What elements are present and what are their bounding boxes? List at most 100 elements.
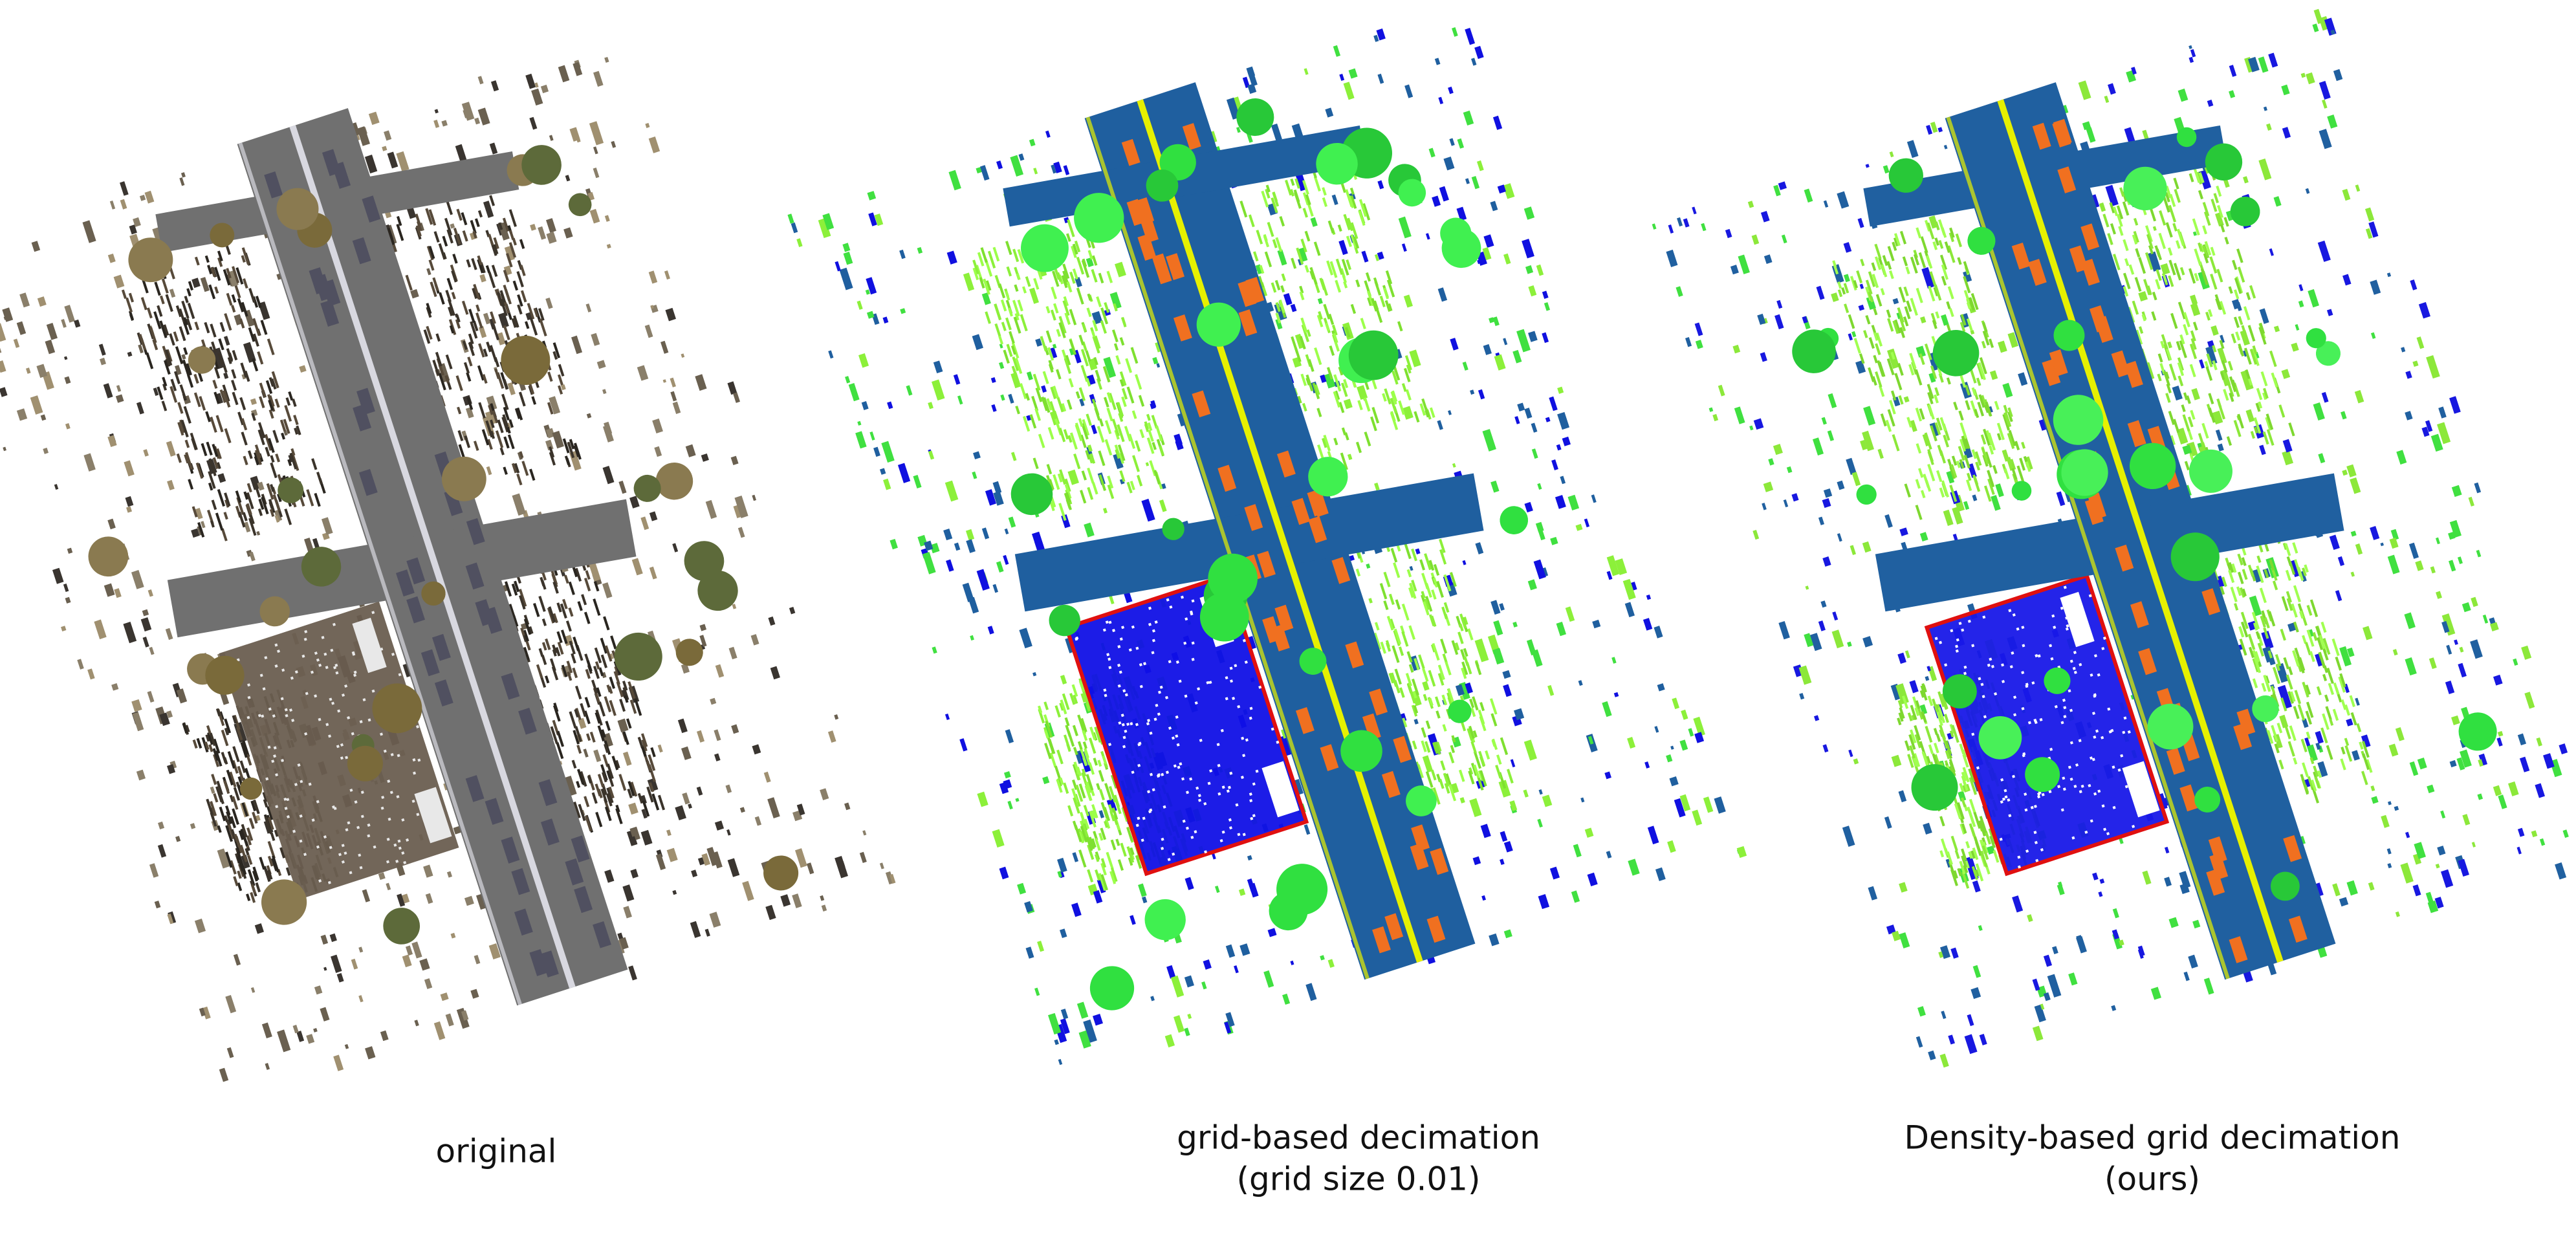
vegetation-point [270, 378, 277, 390]
vegetation-point [179, 384, 187, 400]
vegetation-point [266, 483, 274, 500]
vegetation-point [1061, 275, 1068, 289]
vegetation-point [162, 377, 168, 387]
tree [684, 541, 725, 581]
vegetation-point [1041, 396, 1049, 411]
vegetation-point [1239, 201, 1248, 218]
point [387, 151, 398, 169]
point [1822, 556, 1831, 567]
point [2425, 891, 2434, 905]
point [453, 825, 461, 835]
vegetation-point [1305, 194, 1311, 206]
point [2478, 753, 2488, 766]
tree [188, 346, 216, 374]
car [1126, 199, 1146, 226]
vegetation-point [1360, 318, 1366, 329]
point [1492, 115, 1503, 130]
vegetation-point [265, 446, 270, 457]
vegetation-point [497, 419, 504, 433]
lot-point [359, 866, 363, 869]
vegetation-point [457, 406, 462, 415]
point [507, 382, 516, 395]
point [1805, 585, 1809, 590]
point [1753, 418, 1764, 430]
point [2047, 974, 2062, 998]
lot-point [1122, 736, 1126, 739]
vegetation-point [1411, 705, 1418, 717]
vegetation-point [1468, 771, 1475, 785]
point [2508, 781, 2519, 796]
vegetation-point [1302, 208, 1309, 218]
vegetation-point [1446, 692, 1454, 706]
point [1201, 981, 1207, 990]
point [1050, 347, 1058, 358]
vegetation-point [1913, 254, 1920, 266]
vegetation-point [1886, 358, 1895, 376]
lot-point [291, 719, 295, 723]
point [2361, 734, 2371, 748]
point [1448, 86, 1454, 94]
vegetation-point [1100, 307, 1109, 325]
point [331, 954, 342, 973]
vegetation-point [1073, 761, 1080, 775]
vegetation-point [1897, 307, 1905, 323]
car [1308, 516, 1327, 543]
vegetation-point [1860, 259, 1865, 267]
vegetation-point [1086, 413, 1092, 426]
vegetation-point [224, 815, 229, 823]
point [2266, 123, 2272, 131]
car [593, 921, 611, 948]
lot-point [380, 732, 384, 736]
point [1500, 831, 1508, 842]
vegetation-point [1992, 465, 1998, 474]
vegetation-point [556, 730, 565, 747]
vegetation-point [1299, 285, 1304, 294]
lot-point [277, 650, 281, 653]
vegetation-point [2002, 413, 2011, 431]
vegetation-point [511, 583, 518, 596]
point [752, 744, 761, 755]
vegetation-point [292, 399, 297, 407]
point [670, 377, 676, 388]
point [2315, 653, 2324, 667]
vegetation-point [1289, 189, 1295, 197]
vegetation-point [1401, 631, 1409, 647]
vegetation-point [196, 738, 202, 749]
point [1343, 399, 1353, 410]
car [1137, 234, 1157, 261]
point [396, 151, 409, 172]
point [2152, 226, 2157, 231]
point [456, 1007, 470, 1029]
vegetation-point [1432, 741, 1439, 754]
vegetation-point [1365, 272, 1371, 282]
point [887, 401, 893, 410]
point [2477, 793, 2483, 800]
vegetation-point [584, 796, 590, 807]
vegetation-point [426, 325, 433, 340]
point [2189, 45, 2192, 49]
vegetation-point [1302, 180, 1309, 195]
point [2434, 897, 2444, 909]
vegetation-point [477, 210, 483, 218]
lot-point [1250, 816, 1254, 820]
vegetation-point [1401, 383, 1407, 392]
vegetation-point [1432, 642, 1440, 661]
vegetation-point [180, 419, 189, 438]
point [1781, 234, 1787, 244]
vegetation-point [446, 201, 453, 215]
point [2412, 853, 2422, 865]
lot-point [1147, 719, 1151, 723]
point [1892, 930, 1901, 941]
lot-point [310, 670, 314, 674]
point [1053, 161, 1062, 173]
vegetation-point [1063, 734, 1071, 750]
point [423, 864, 433, 878]
lot-point [1276, 740, 1280, 744]
vegetation-point [1406, 651, 1413, 663]
lot-point [345, 828, 349, 832]
vegetation-point [1479, 702, 1485, 712]
point [1943, 509, 1954, 526]
vegetation-point [1324, 322, 1330, 331]
vegetation-point [1081, 259, 1090, 278]
point [450, 932, 456, 939]
